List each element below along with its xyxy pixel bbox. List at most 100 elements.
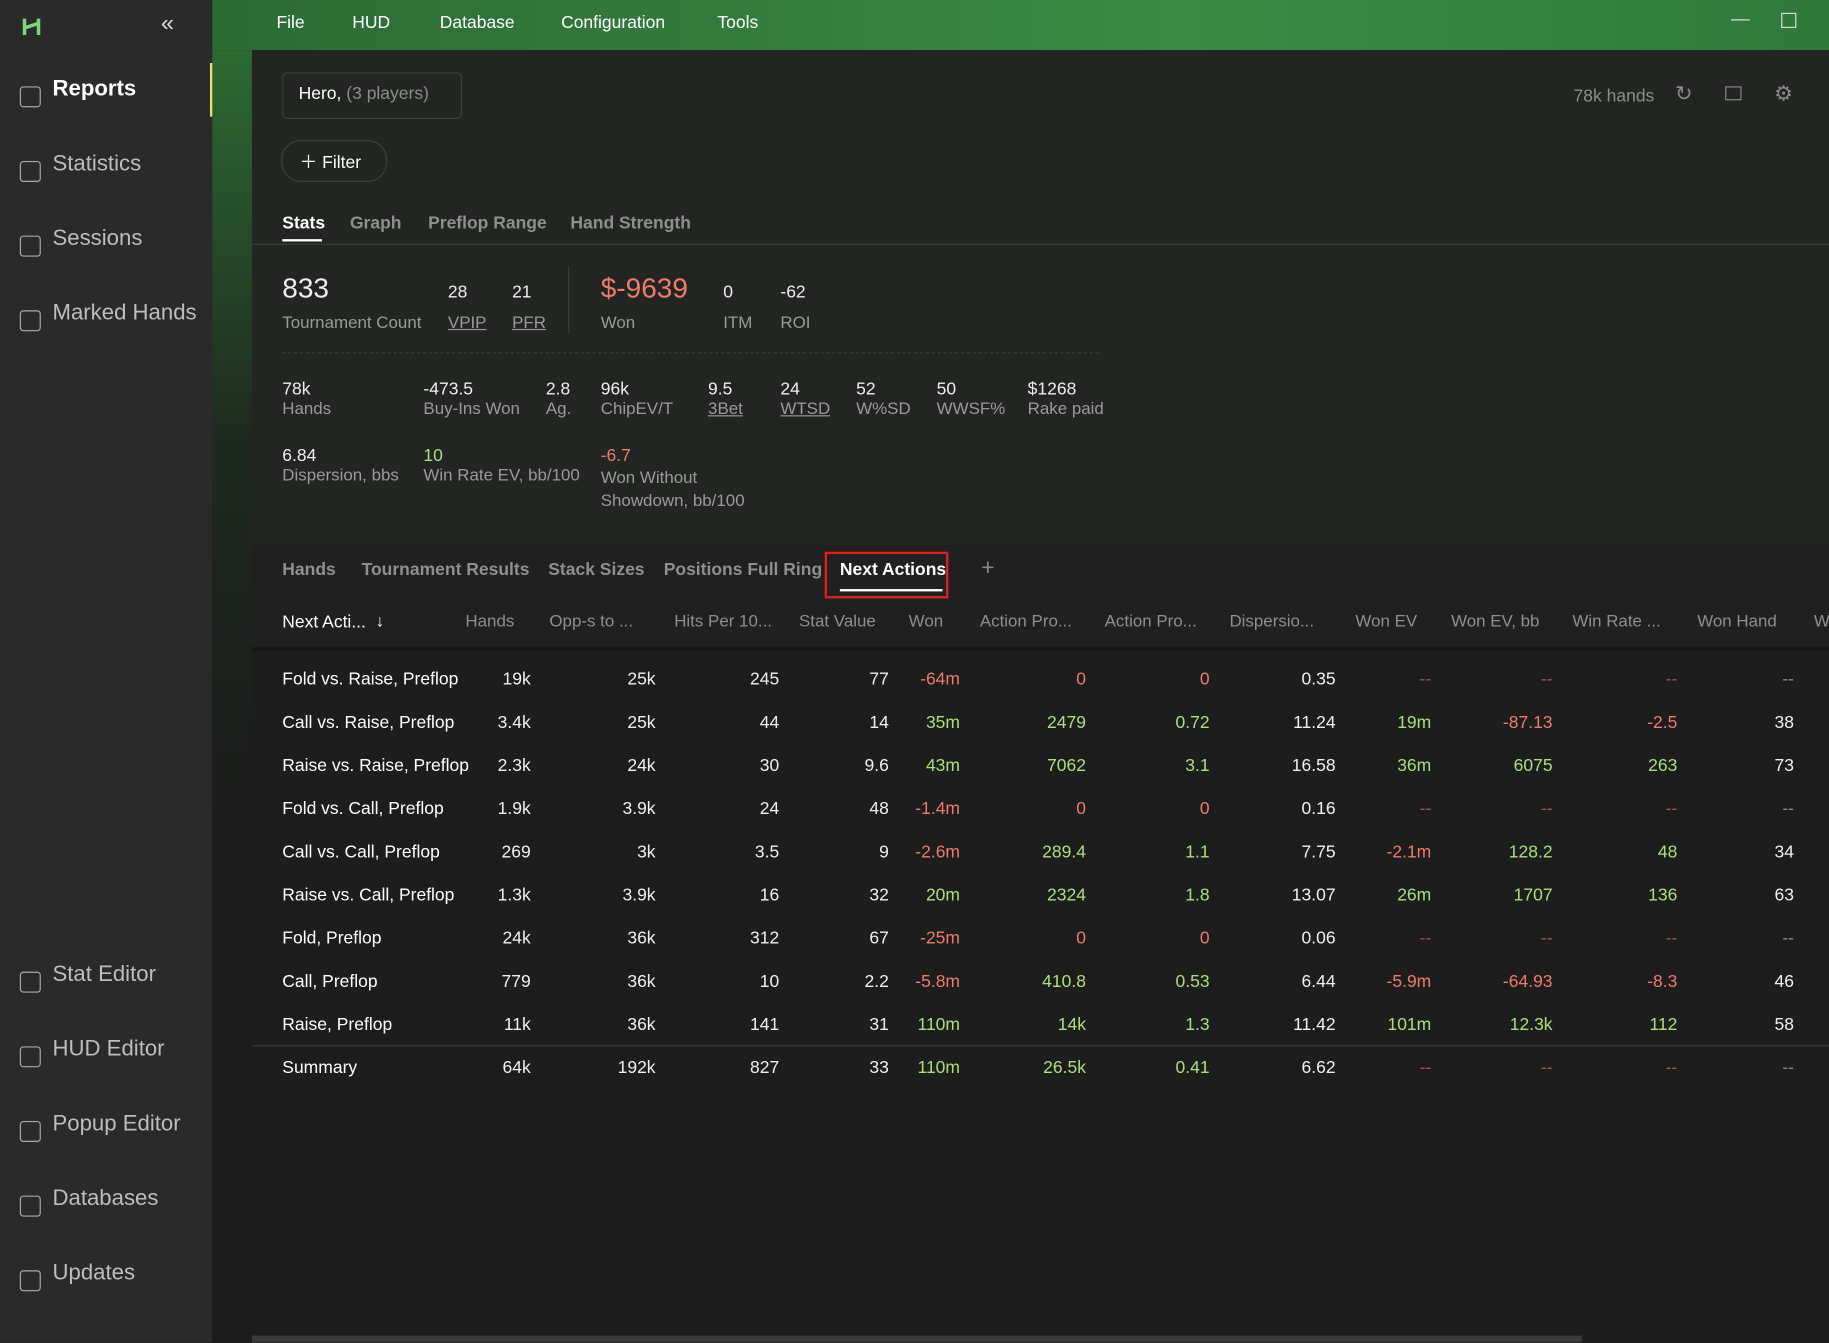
nav-item[interactable]: Databases	[52, 1186, 159, 1211]
nav-item[interactable]: Updates	[52, 1260, 136, 1286]
stat-label: WWSF%	[936, 400, 1006, 419]
view-tab[interactable]: Preflop Range	[428, 213, 547, 234]
export-button[interactable]	[1725, 86, 1742, 101]
active-indicator	[209, 62, 213, 117]
stat-label: ChipEV/T	[600, 400, 674, 419]
column-header[interactable]: Action Pro...	[1104, 612, 1197, 632]
view-tab[interactable]: Hand Strength	[570, 213, 691, 234]
table-cell: 1.3k	[497, 885, 531, 906]
table-cell: 11k	[503, 1014, 531, 1035]
sidebar	[0, 0, 213, 1343]
table-cell: 36k	[627, 928, 656, 949]
table-cell: 110m	[917, 1057, 960, 1078]
column-header[interactable]: Win Rate ...	[1572, 612, 1661, 632]
report-tab[interactable]: Hands	[282, 559, 336, 580]
table-cell: 36k	[627, 1014, 656, 1035]
report-tab[interactable]: Tournament Results	[361, 559, 530, 580]
column-header[interactable]: Dispersio...	[1229, 612, 1315, 632]
nav-item[interactable]: Reports	[52, 76, 137, 102]
table-cell: 1.8	[1185, 885, 1210, 906]
stat-label: Rake paid	[1027, 400, 1104, 419]
stat-value: 6.84	[282, 445, 317, 466]
minimize-button[interactable]: —	[1731, 9, 1750, 30]
table-cell: --	[1782, 1057, 1795, 1078]
menu-item[interactable]: Configuration	[561, 12, 666, 33]
table-cell: 0	[1076, 928, 1086, 949]
table-cell: 9	[879, 842, 889, 863]
column-header[interactable]: W	[1813, 612, 1829, 632]
nav-item[interactable]: Popup Editor	[52, 1111, 181, 1137]
column-header[interactable]: Won Hand	[1697, 612, 1777, 632]
view-tab[interactable]: Stats	[282, 213, 326, 234]
table-cell: 63	[1774, 885, 1795, 906]
nav-item[interactable]: Marked Hands	[52, 300, 197, 326]
nav-item[interactable]: Statistics	[52, 151, 142, 177]
table-cell: --	[1419, 799, 1432, 819]
nav-item[interactable]: HUD Editor	[52, 1036, 165, 1062]
table-cell: 36k	[627, 971, 656, 992]
stat-value: -62	[780, 282, 806, 303]
column-header[interactable]: Opp-s to ...	[549, 612, 634, 632]
nav-icon	[19, 160, 41, 182]
table-cell: 0	[1199, 928, 1210, 949]
nav-item[interactable]: Stat Editor	[52, 962, 156, 987]
table-cell: -8.3	[1647, 971, 1678, 992]
stat-label: PFR	[512, 313, 546, 333]
row-label: Call vs. Call, Preflop	[282, 842, 440, 863]
table-cell: --	[1782, 669, 1795, 690]
table-cell: --	[1665, 928, 1678, 949]
table-cell: 269	[501, 842, 531, 863]
table-cell: 3k	[637, 842, 656, 863]
player-selector[interactable]	[282, 72, 462, 119]
settings-button[interactable]: ⚙	[1774, 81, 1794, 105]
view-tab[interactable]: Graph	[349, 213, 402, 234]
column-header[interactable]: Won EV	[1355, 612, 1418, 632]
table-cell: -1.4m	[915, 799, 960, 819]
table-cell: 245	[749, 669, 780, 690]
column-header[interactable]: Next Acti...	[282, 612, 366, 633]
player-label: Hero, (3 players)	[299, 84, 429, 104]
table-cell: 312	[749, 928, 780, 949]
table-cell: 2.3k	[497, 755, 531, 776]
table-cell: 11.42	[1293, 1014, 1336, 1035]
column-header[interactable]: Stat Value	[799, 612, 876, 632]
table-cell: -2.1m	[1386, 842, 1432, 863]
report-tab[interactable]: Stack Sizes	[548, 559, 645, 580]
filter-button[interactable]	[281, 139, 388, 182]
table-cell: 35m	[925, 712, 960, 733]
tab-underline	[839, 589, 943, 592]
stat-value: $1268	[1027, 379, 1077, 399]
column-header[interactable]: Won	[908, 612, 944, 632]
table-cell: 3.1	[1185, 755, 1210, 776]
report-tab[interactable]: Positions Full Ring	[663, 559, 823, 580]
collapse-button[interactable]: «	[160, 10, 174, 37]
table-cell: 44	[759, 712, 780, 733]
menu-item[interactable]: File	[276, 12, 305, 33]
table-cell: 77	[869, 669, 889, 690]
header-shadow	[251, 647, 1829, 651]
table-cell: 43m	[925, 755, 960, 776]
refresh-button[interactable]: ↻	[1675, 81, 1693, 105]
table-cell: 289.4	[1042, 842, 1086, 863]
column-header[interactable]: Won EV, bb	[1451, 612, 1540, 632]
nav-item[interactable]: Sessions	[52, 226, 143, 251]
menu-item[interactable]: Tools	[717, 12, 759, 33]
table-cell: 141	[749, 1014, 780, 1035]
table-cell: 0.41	[1175, 1057, 1210, 1078]
table-cell: 64k	[502, 1057, 531, 1078]
column-header[interactable]: Hands	[465, 612, 515, 632]
add-tab-button[interactable]: +	[980, 555, 995, 581]
column-header[interactable]: Hits Per 10...	[674, 612, 772, 632]
report-tab[interactable]: Next Actions	[839, 559, 947, 580]
maximize-button[interactable]	[1781, 12, 1797, 28]
table-cell: 24k	[502, 928, 531, 949]
table-cell: 34	[1774, 842, 1795, 863]
column-header[interactable]: Action Pro...	[979, 612, 1072, 632]
table-cell: 0.53	[1175, 971, 1210, 992]
table-cell: 6.44	[1301, 971, 1336, 992]
table-cell: 6.62	[1301, 1057, 1336, 1078]
menu-item[interactable]: Database	[439, 12, 515, 33]
table-cell: 48	[869, 799, 889, 819]
menu-item[interactable]: HUD	[352, 12, 391, 33]
